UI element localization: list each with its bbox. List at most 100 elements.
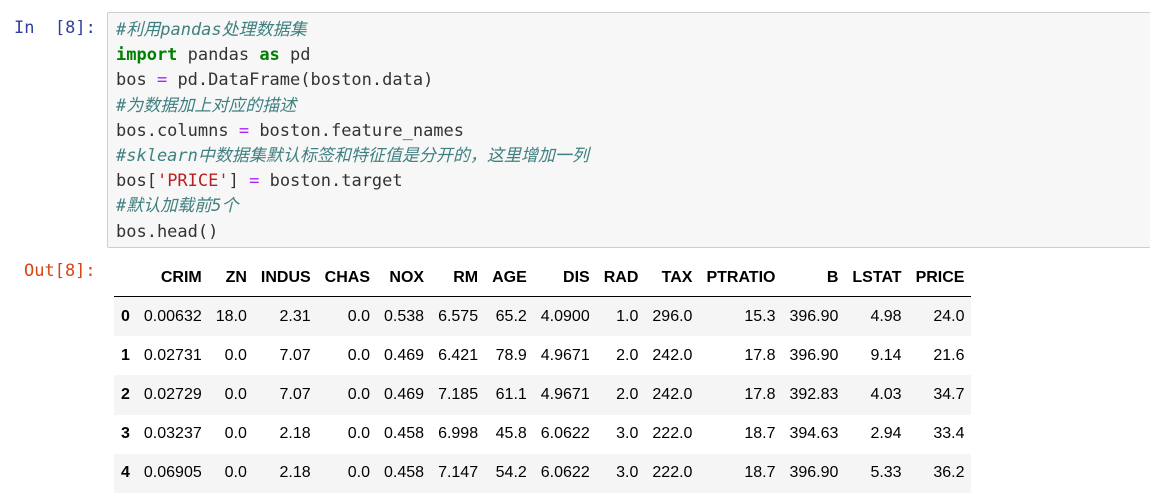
table-cell: 0.0 [224, 346, 247, 364]
table-cell: 2.0 [616, 346, 639, 364]
code-editor[interactable]: #利用pandas处理数据集 import pandas as pd bos = p… [116, 18, 589, 245]
table-cell: 0.02729 [143, 385, 202, 403]
table-cell: 15.3 [744, 307, 776, 325]
code-line: #为数据加上对应的描述 [116, 94, 589, 119]
table-cell: 222.0 [652, 464, 693, 482]
table-cell: 5.33 [870, 464, 902, 482]
code-token: pd [279, 45, 311, 66]
table-cell: 9.14 [870, 346, 902, 364]
table-cell: 4.9671 [540, 385, 590, 403]
code-token: bos[ [116, 171, 157, 192]
table-cell: 3.0 [616, 464, 639, 482]
table-cell: 45.8 [495, 425, 527, 443]
table-cell: 242.0 [652, 385, 693, 403]
code-line: #利用pandas处理数据集 [116, 18, 589, 43]
table-cell: 7.185 [438, 385, 479, 403]
column-header: B [782, 260, 846, 297]
code-input-area[interactable]: #利用pandas处理数据集 import pandas as pd bos = p… [107, 12, 1150, 248]
table-row: 2 0.02729 0.0 7.07 0.0 0.469 7.185 61.1 4.9671 2.… [114, 375, 972, 415]
code-token: = [249, 171, 260, 192]
table-cell: 0.458 [384, 425, 425, 443]
table-cell: 296.0 [652, 307, 693, 325]
table-cell: 396.90 [789, 307, 839, 325]
table-cell: 2.31 [279, 307, 311, 325]
table-cell: 396.90 [789, 346, 839, 364]
table-cell: 392.83 [789, 385, 839, 403]
code-token: #sklearn中数据集默认标签和特征值是分开的，这里增加一列 [116, 145, 589, 166]
code-token: #为数据加上对应的描述 [116, 95, 297, 116]
table-cell: 0.0 [224, 385, 247, 403]
table-row: 1 0.02731 0.0 7.07 0.0 0.469 6.421 78.9 4.9671 2.… [114, 336, 972, 376]
column-header: RAD [596, 260, 646, 297]
table-cell: 17.8 [744, 346, 776, 364]
code-token: pd.DataFrame(boston.data) [167, 70, 434, 91]
table-cell: 78.9 [495, 346, 527, 364]
code-token: bos [116, 70, 157, 91]
table-cell: 18.7 [744, 425, 776, 443]
column-header: NOX [377, 260, 432, 297]
row-index: 4 [121, 464, 130, 482]
code-token: #利用pandas处理数据集 [116, 20, 307, 40]
table-row: 3 0.03237 0.0 2.18 0.0 0.458 6.998 45.8 6.0622 3.… [114, 414, 972, 454]
table-cell: 6.421 [438, 346, 479, 364]
table-cell: 54.2 [495, 464, 527, 482]
table-cell: 24.0 [933, 307, 965, 325]
column-header: INDUS [253, 260, 318, 297]
column-header: LSTAT [845, 260, 909, 297]
table-cell: 7.07 [279, 346, 311, 364]
table-cell: 6.0622 [540, 464, 590, 482]
table-cell: 394.63 [789, 425, 839, 443]
input-prompt: In [8]: [14, 18, 96, 38]
code-token: 'PRICE' [156, 171, 229, 192]
table-cell: 0.469 [384, 385, 425, 403]
table-cell: 4.9671 [540, 346, 590, 364]
row-index: 0 [121, 307, 130, 325]
table-row: 4 0.06905 0.0 2.18 0.0 0.458 7.147 54.2 6.0622 3.… [114, 453, 972, 493]
table-cell: 0.458 [384, 464, 425, 482]
table-row: 0 0.00632 18.0 2.31 0.0 0.538 6.575 65.2 4.0900 1… [114, 296, 972, 337]
table-cell: 2.18 [279, 464, 311, 482]
dataframe-table: CRIM ZN INDUS CHAS NOX RM AGE DIS RAD TAX PTRATIO B… [114, 260, 972, 493]
column-header: DIS [533, 260, 597, 297]
table-cell: 0.0 [347, 464, 371, 482]
table-cell: 0.0 [347, 307, 371, 325]
code-line: bos.head() [116, 220, 589, 245]
table-cell: 65.2 [495, 307, 527, 325]
code-token: bos.head() [116, 221, 219, 242]
code-token: = [156, 70, 168, 91]
table-cell: 1.0 [616, 307, 639, 325]
code-token: import [116, 45, 178, 66]
column-header: RM [431, 260, 486, 297]
row-index: 1 [121, 346, 130, 364]
table-cell: 7.147 [438, 464, 479, 482]
row-index: 2 [121, 385, 130, 403]
code-token: boston.target [259, 171, 403, 192]
column-header: PRICE [908, 260, 972, 297]
table-cell: 2.18 [279, 425, 311, 443]
output-prompt: Out[8]: [24, 261, 96, 281]
table-cell: 18.7 [744, 464, 776, 482]
column-header: ZN [208, 260, 254, 297]
table-cell: 0.0 [347, 385, 371, 403]
table-cell: 7.07 [279, 385, 311, 403]
table-cell: 0.469 [384, 346, 425, 364]
table-cell: 4.0900 [540, 307, 590, 325]
code-line: bos.columns = boston.feature_names [116, 119, 589, 144]
table-cell: 33.4 [933, 425, 965, 443]
table-cell: 396.90 [789, 464, 839, 482]
table-cell: 18.0 [215, 307, 247, 325]
row-index: 3 [121, 425, 130, 443]
table-cell: 6.575 [438, 307, 479, 325]
table-cell: 4.03 [870, 385, 902, 403]
table-cell: 0.0 [224, 425, 247, 443]
column-header [114, 260, 137, 297]
code-line: #sklearn中数据集默认标签和特征值是分开的，这里增加一列 [116, 144, 589, 169]
code-token: = [238, 120, 250, 141]
table-cell: 0.00632 [143, 307, 202, 325]
table-cell: 0.03237 [143, 425, 202, 443]
code-line: import pandas as pd [116, 43, 589, 68]
table-cell: 222.0 [652, 425, 693, 443]
table-cell: 61.1 [495, 385, 527, 403]
code-token: boston.feature_names [249, 120, 465, 141]
table-cell: 2.94 [870, 425, 902, 443]
